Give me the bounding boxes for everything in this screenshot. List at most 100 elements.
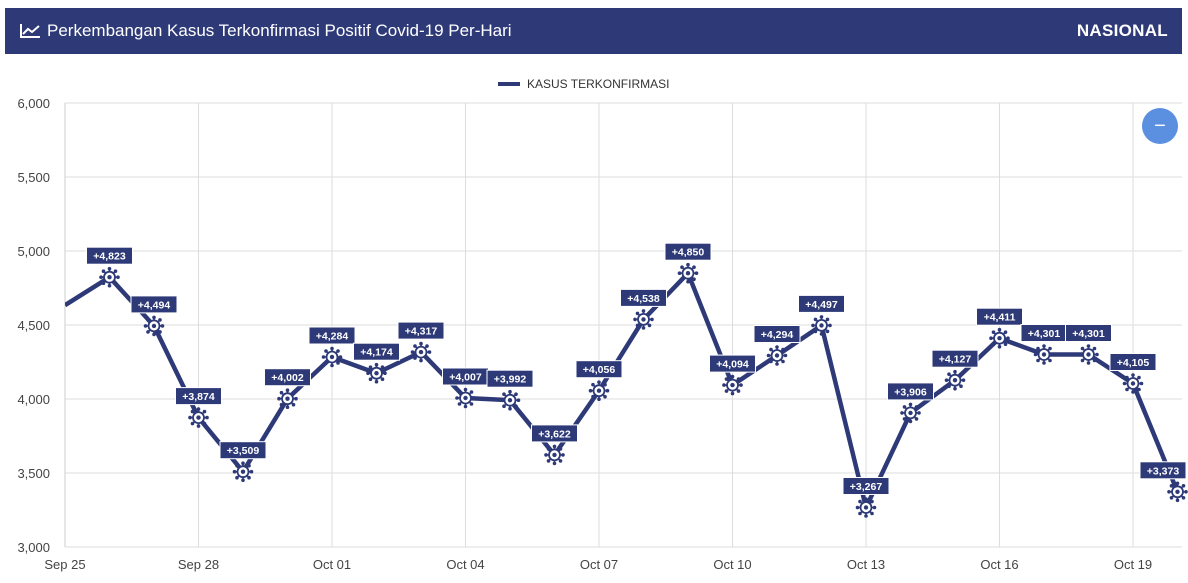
data-label: +4,301 — [1020, 324, 1068, 342]
data-label: +4,823 — [86, 246, 133, 265]
data-label-text: +3,874 — [182, 391, 215, 403]
data-label-text: +4,850 — [672, 247, 705, 259]
data-label-text: +4,494 — [138, 299, 171, 311]
data-label: +4,056 — [575, 360, 623, 379]
data-label-text: +4,301 — [1028, 328, 1061, 340]
data-label-text: +3,267 — [850, 481, 883, 493]
virus-marker-icon — [1078, 344, 1099, 365]
data-label: +4,301 — [1065, 324, 1112, 342]
data-label: +4,294 — [753, 325, 801, 343]
minus-icon: − — [1154, 114, 1166, 137]
virus-marker-icon — [410, 341, 432, 363]
data-label: +4,411 — [976, 307, 1023, 326]
virus-marker-icon — [1033, 344, 1055, 365]
zoom-out-button[interactable]: − — [1142, 108, 1178, 144]
y-tick-label: 5,500 — [17, 170, 50, 185]
data-label: +3,509 — [219, 441, 267, 460]
data-label-text: +3,622 — [538, 428, 571, 440]
x-tick-label: Oct 13 — [847, 557, 885, 572]
data-label: +4,174 — [353, 342, 400, 361]
virus-marker-icon — [321, 346, 343, 368]
data-label: +4,538 — [620, 288, 667, 307]
data-label: +4,497 — [798, 294, 845, 313]
data-label-text: +4,823 — [93, 251, 126, 263]
data-label-text: +4,174 — [360, 347, 393, 359]
virus-marker-icon — [766, 345, 788, 366]
virus-marker-icon — [366, 362, 387, 384]
x-tick-label: Oct 04 — [446, 557, 484, 572]
data-label-text: +4,411 — [984, 312, 1016, 324]
virus-marker-icon — [633, 309, 654, 330]
virus-marker-icon — [811, 315, 832, 336]
data-label: +3,874 — [175, 387, 222, 406]
data-label-text: +3,906 — [894, 386, 927, 398]
y-tick-label: 4,000 — [17, 392, 50, 407]
data-label: +4,007 — [442, 367, 489, 386]
virus-marker-icon — [1167, 481, 1188, 503]
virus-marker-icon — [277, 388, 298, 409]
x-tick-label: Oct 16 — [980, 557, 1018, 572]
data-label: +4,094 — [709, 354, 756, 373]
x-tick-label: Oct 01 — [313, 557, 351, 572]
data-label: +3,622 — [531, 424, 578, 443]
data-label-text: +3,509 — [227, 445, 260, 457]
data-label-text: +3,373 — [1147, 465, 1180, 477]
virus-marker-icon — [544, 444, 565, 466]
data-label-text: +4,294 — [761, 329, 794, 341]
virus-marker-icon — [143, 315, 165, 337]
data-label-text: +4,538 — [627, 293, 660, 305]
data-label: +4,850 — [664, 242, 712, 261]
virus-marker-icon — [677, 262, 699, 284]
x-tick-label: Sep 25 — [44, 557, 85, 572]
virus-marker-icon — [944, 369, 966, 391]
data-label-text: +4,317 — [405, 326, 438, 338]
data-label-text: +4,007 — [449, 372, 482, 384]
data-label-text: +4,094 — [716, 359, 749, 371]
data-label-text: +4,497 — [805, 299, 838, 311]
virus-marker-icon — [722, 374, 743, 396]
data-label-text: +4,056 — [583, 364, 616, 376]
virus-marker-icon — [499, 389, 521, 411]
data-label-text: +3,992 — [494, 374, 527, 386]
data-label-text: +4,127 — [939, 354, 972, 366]
virus-marker-icon — [99, 266, 120, 288]
data-label-text: +4,301 — [1072, 328, 1105, 340]
data-label: +3,992 — [486, 369, 534, 388]
virus-marker-icon — [232, 461, 254, 482]
line-chart: KASUS TERKONFIRMASI 3,000 3,500 4,000 4,500 5… — [17, 77, 1188, 572]
virus-marker-icon — [900, 402, 921, 424]
virus-marker-icon — [1122, 373, 1144, 394]
legend: KASUS TERKONFIRMASI — [498, 77, 669, 91]
scope-label: NASIONAL — [1076, 21, 1168, 40]
data-label-text: +4,002 — [271, 372, 304, 384]
line-chart-icon — [19, 23, 41, 39]
virus-marker-icon — [989, 327, 1010, 349]
virus-marker-icon — [188, 407, 209, 428]
y-tick-label: 5,000 — [17, 244, 50, 259]
data-label-text: +4,284 — [316, 331, 349, 343]
data-label-text: +4,105 — [1117, 357, 1150, 369]
y-tick-label: 4,500 — [17, 318, 50, 333]
data-label: +4,284 — [308, 326, 356, 345]
y-tick-label: 6,000 — [17, 96, 50, 111]
data-label: +4,105 — [1109, 353, 1157, 371]
virus-marker-icon — [855, 497, 877, 518]
x-tick-label: Sep 28 — [178, 557, 219, 572]
x-tick-label: Oct 19 — [1114, 557, 1152, 572]
data-label: +3,267 — [842, 477, 890, 495]
data-label: +4,127 — [931, 349, 979, 368]
x-tick-label: Oct 07 — [580, 557, 618, 572]
x-tick-label: Oct 10 — [713, 557, 751, 572]
data-label: +4,494 — [130, 295, 178, 314]
virus-marker-icon — [455, 387, 476, 409]
chart-title: Perkembangan Kasus Terkonfirmasi Positif… — [47, 21, 512, 40]
y-tick-label: 3,500 — [17, 466, 50, 481]
y-tick-label: 3,000 — [17, 540, 50, 555]
data-label: +3,373 — [1139, 461, 1187, 480]
legend-label: KASUS TERKONFIRMASI — [527, 77, 669, 91]
virus-marker-icon — [588, 380, 610, 401]
data-label: +4,317 — [397, 321, 445, 340]
chart-header: Perkembangan Kasus Terkonfirmasi Positif… — [5, 8, 1182, 54]
data-label: +4,002 — [264, 368, 311, 387]
data-label: +3,906 — [887, 382, 934, 401]
